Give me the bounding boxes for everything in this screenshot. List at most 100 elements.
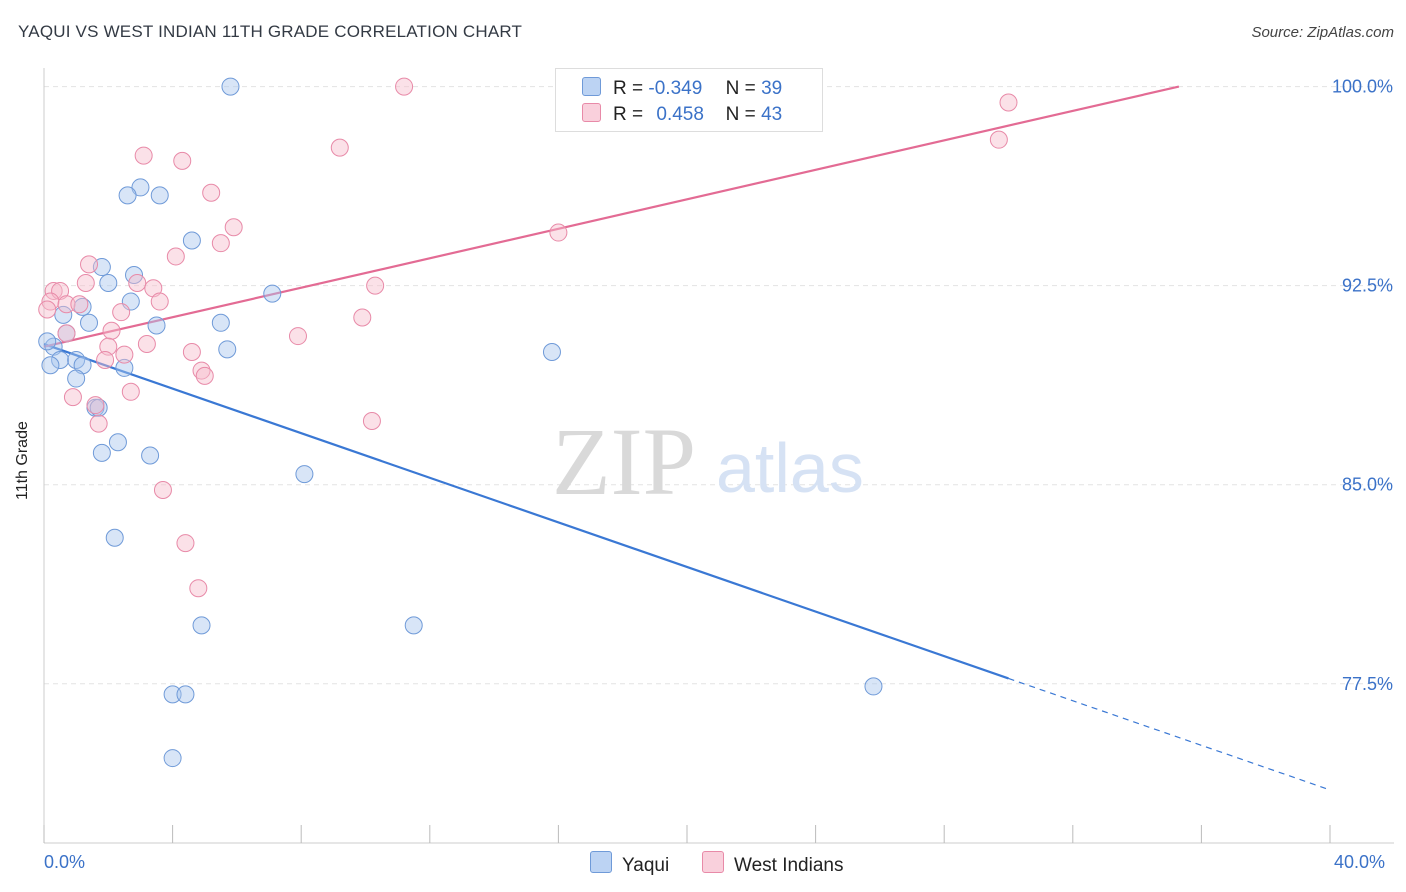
data-point (38, 332, 57, 351)
gridlines (44, 86, 1394, 685)
data-point (99, 337, 118, 356)
data-point (67, 369, 86, 388)
legend-r-value-west-indians: 0.458 (656, 104, 704, 125)
data-point (202, 183, 221, 202)
bottom-legend-swatch-yaqui (590, 851, 612, 873)
data-point (44, 281, 63, 300)
watermark-zip: ZIP (552, 408, 696, 515)
series-yaqui (38, 77, 883, 768)
bottom-legend-west-indians: West Indians (702, 851, 843, 877)
series-west-indians (38, 77, 1018, 598)
data-point (115, 345, 134, 364)
data-point (366, 276, 385, 295)
data-point (80, 255, 99, 274)
data-point (92, 443, 111, 462)
data-point (989, 130, 1008, 149)
data-point (57, 295, 76, 314)
watermark-atlas: atlas (716, 429, 864, 507)
axes (43, 68, 1394, 844)
data-point (153, 481, 172, 500)
legend-n-value-yaqui: 39 (761, 78, 783, 99)
data-point (288, 327, 307, 346)
data-point (864, 677, 883, 696)
legend-n-value-west-indians: 43 (761, 104, 783, 125)
y-tick-labels: 100.0% 92.5% 85.0% 77.5% (1332, 77, 1393, 694)
data-point (192, 616, 211, 635)
data-point (38, 300, 57, 319)
data-point (51, 350, 70, 369)
data-point (96, 350, 115, 369)
y-tick-label: 85.0% (1342, 475, 1393, 495)
trend-line-yaqui-extrapolated (1008, 677, 1331, 791)
data-point (70, 295, 89, 314)
data-point (182, 342, 201, 361)
data-point (182, 231, 201, 250)
data-point (221, 77, 240, 96)
data-point (211, 234, 230, 253)
y-tick-label: 92.5% (1342, 276, 1393, 296)
data-point (102, 321, 121, 340)
trend-line-yaqui (43, 342, 1009, 680)
data-point (115, 358, 134, 377)
data-point (144, 279, 163, 298)
bottom-legend-yaqui: Yaqui (590, 851, 669, 877)
data-point (137, 335, 156, 354)
data-point (362, 411, 381, 430)
y-tick-label: 77.5% (1342, 674, 1393, 694)
legend-r-value-yaqui: -0.349 (648, 78, 703, 99)
data-point (57, 324, 76, 343)
data-point (86, 396, 105, 415)
data-point (211, 313, 230, 332)
data-point (173, 151, 192, 170)
legend-row-yaqui: R = -0.349 N = 39 (582, 77, 782, 101)
data-point (128, 273, 147, 292)
data-point (330, 138, 349, 157)
data-point (195, 366, 214, 385)
data-point (295, 465, 314, 484)
x-tick-label-max: 40.0% (1334, 852, 1386, 872)
legend-n-label: N = (725, 78, 756, 99)
data-point (192, 361, 211, 380)
data-point (999, 93, 1018, 112)
data-point (147, 316, 166, 335)
data-point (224, 218, 243, 237)
data-point (112, 303, 131, 322)
correlation-legend: R = -0.349 N = 39 R = 0.458 N = 43 (555, 68, 823, 132)
data-points (38, 77, 1018, 768)
legend-swatch-yaqui (582, 77, 601, 96)
source-credit: Source: ZipAtlas.com (1251, 24, 1394, 41)
data-point (73, 356, 92, 375)
data-point (150, 292, 169, 311)
bottom-legend-swatch-west-indians (702, 851, 724, 873)
bottom-legend-label-yaqui: Yaqui (622, 855, 670, 876)
data-point (54, 305, 73, 324)
data-point (163, 685, 182, 704)
data-point (176, 534, 195, 553)
data-point (549, 223, 568, 242)
data-point (404, 616, 423, 635)
legend-r-label: R = (613, 78, 644, 99)
y-tick-label: 100.0% (1332, 77, 1393, 97)
x-tick-label-min: 0.0% (44, 852, 86, 872)
data-point (80, 313, 99, 332)
data-point (166, 247, 185, 266)
data-point (63, 388, 82, 407)
data-point (89, 398, 108, 417)
legend-swatch-west-indians (582, 103, 601, 122)
data-point (105, 528, 124, 547)
data-point (108, 433, 127, 452)
data-point (163, 749, 182, 768)
data-point (121, 382, 140, 401)
trend-line-west-indians (43, 85, 1180, 348)
data-point (542, 342, 561, 361)
data-point (263, 284, 282, 303)
data-point (134, 146, 153, 165)
data-point (141, 446, 160, 465)
data-point (89, 414, 108, 433)
data-point (118, 186, 137, 205)
data-point (76, 273, 95, 292)
bottom-legend-label-west-indians: West Indians (734, 855, 844, 876)
data-point (99, 273, 118, 292)
data-point (41, 356, 60, 375)
data-point (353, 308, 372, 327)
